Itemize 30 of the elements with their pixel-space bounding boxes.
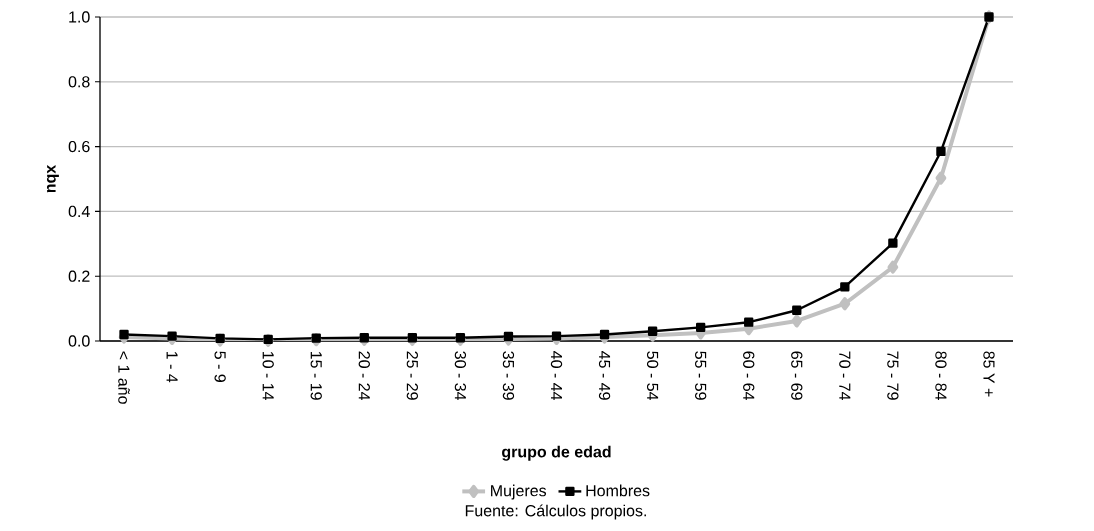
x-tick-label: 35 - 39 [502,351,515,400]
x-tick-label: < 1 año [118,351,130,404]
x-axis-title: grupo de edad [502,445,611,461]
y-tick-label: 0.2 [68,270,90,282]
x-tick-label: 10 - 14 [262,351,274,401]
x-tick-label: 75 - 79 [887,351,899,400]
x-tick-label: 70 - 74 [839,351,851,401]
x-tick-label: 30 - 34 [454,351,467,401]
source-note: Fuente: Cálculos propios. [465,504,646,520]
x-tick-label: 55 - 59 [695,351,707,400]
legend-label: Hombres [586,484,650,497]
x-tick-label: 65 - 69 [791,351,803,400]
y-tick-label: 0.0 [68,335,90,347]
x-tick-label: 50 - 54 [646,351,659,401]
x-tick-label: 60 - 64 [743,351,755,401]
y-tick-label: 1.0 [69,11,90,23]
legend-label: Mujeres [491,484,547,500]
x-tick-label: 5 - 9 [214,351,226,382]
y-axis-title: nqx [46,164,59,193]
x-tick-label: 20 - 24 [358,351,370,401]
x-tick-label: 15 - 19 [310,351,322,400]
x-tick-label: 40 - 44 [550,351,563,401]
x-tick-label: 45 - 49 [598,351,611,400]
x-tick-label: 1 - 4 [166,351,178,383]
y-tick-label: 0.4 [68,205,90,218]
x-tick-label: 85 Y + [983,351,995,397]
y-tick-label: 0.6 [68,140,90,153]
y-tick-label: 0.8 [68,76,90,88]
x-tick-label: 25 - 29 [406,351,419,400]
x-tick-label: 80 - 84 [935,351,947,401]
